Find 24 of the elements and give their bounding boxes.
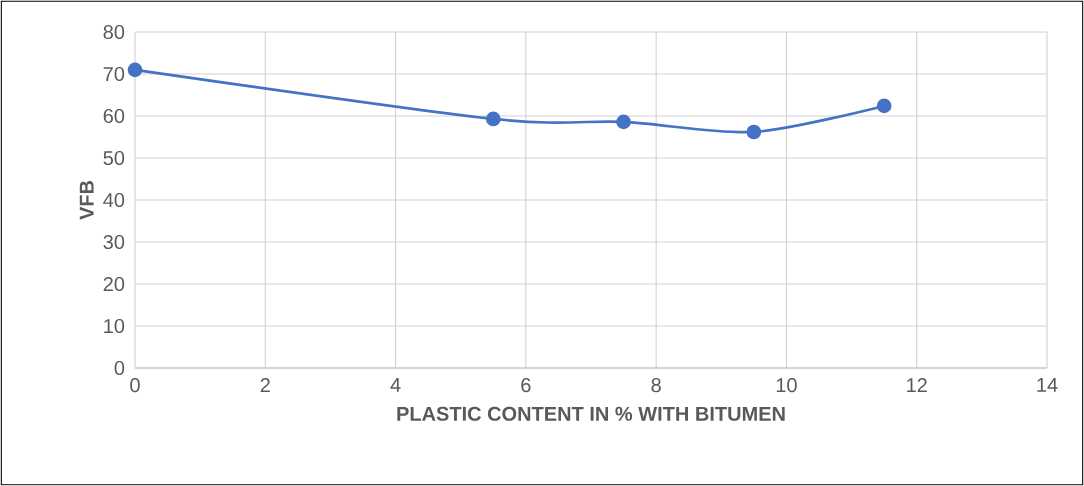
y-tick-label: 40 — [103, 192, 125, 208]
y-tick-label: 20 — [103, 276, 125, 292]
x-tick-label: 10 — [776, 378, 797, 393]
x-tick-label: 4 — [390, 378, 401, 392]
y-tick-label: 70 — [103, 66, 125, 82]
x-tick-label: 12 — [907, 378, 927, 393]
x-axis-title: PLASTIC CONTENT IN % WITH BITUMEN — [397, 406, 785, 421]
y-tick-label: 60 — [103, 108, 125, 124]
point — [876, 98, 892, 114]
x-tick-label: 0 — [130, 378, 140, 393]
y-tick-label: 0 — [114, 360, 125, 376]
y-tick-label: 80 — [103, 24, 125, 40]
y-tick-label: 10 — [104, 318, 125, 334]
x-tick-label: 6 — [521, 378, 531, 393]
point — [485, 111, 501, 127]
y-axis-title: VFB — [79, 180, 94, 220]
point — [127, 62, 143, 78]
point — [746, 124, 762, 140]
y-tick-label: 50 — [103, 150, 125, 166]
x-tick-label: 14 — [1037, 378, 1058, 392]
x-tick-label: 2 — [260, 378, 270, 393]
y-tick-label: 30 — [103, 234, 125, 250]
point — [616, 114, 631, 130]
x-tick-label: 8 — [651, 378, 661, 393]
